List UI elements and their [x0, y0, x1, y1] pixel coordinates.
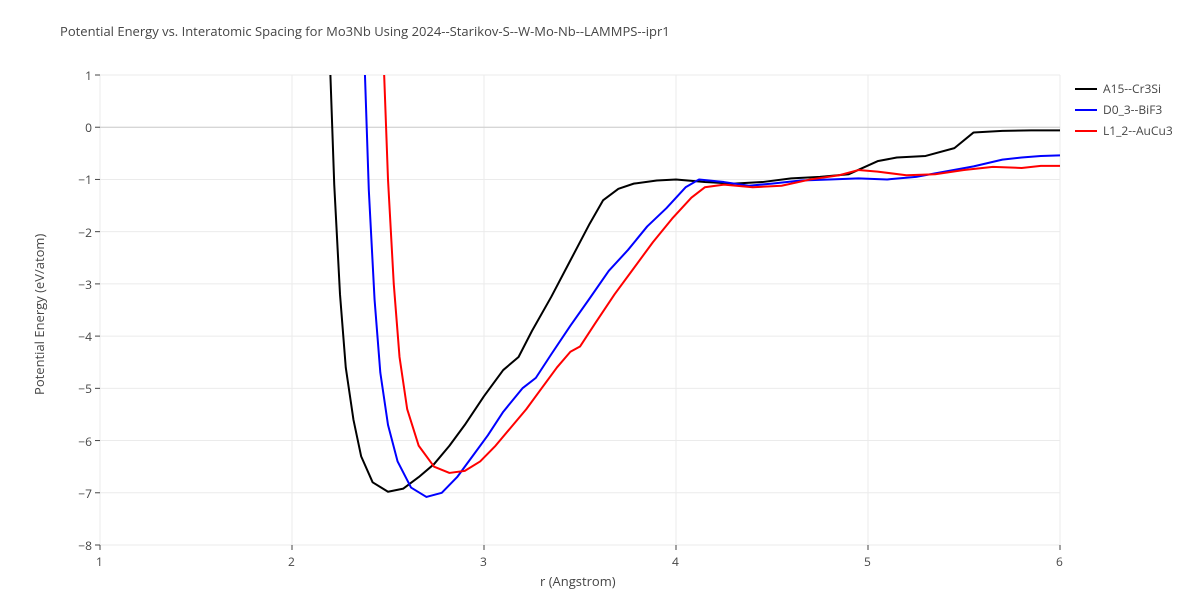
legend: A15--Cr3Si D0_3--BiF3 L1_2--AuCu3 [1075, 80, 1173, 143]
legend-swatch [1075, 130, 1097, 132]
series-D0_3--BiF3 [365, 75, 1060, 497]
legend-label: L1_2--AuCu3 [1103, 122, 1173, 139]
series [330, 75, 1060, 497]
y-tick: −4 [62, 328, 92, 345]
legend-item[interactable]: L1_2--AuCu3 [1075, 122, 1173, 139]
y-tick: −6 [62, 433, 92, 450]
legend-swatch [1075, 88, 1097, 90]
x-tick: 4 [672, 553, 679, 570]
x-tick: 5 [864, 553, 871, 570]
legend-item[interactable]: D0_3--BiF3 [1075, 101, 1173, 118]
legend-swatch [1075, 109, 1097, 111]
x-tick: 3 [480, 553, 487, 570]
y-tick: −7 [62, 485, 92, 502]
series-A15--Cr3Si [330, 75, 1060, 492]
y-tick: −5 [62, 380, 92, 397]
axes [95, 75, 1060, 550]
gridlines [100, 75, 1060, 545]
x-tick: 6 [1056, 553, 1063, 570]
chart-svg [0, 0, 1200, 600]
x-tick: 1 [96, 553, 103, 570]
x-axis-label: r (Angstrom) [540, 572, 616, 590]
x-tick: 2 [288, 553, 295, 570]
legend-label: D0_3--BiF3 [1103, 101, 1162, 118]
legend-item[interactable]: A15--Cr3Si [1075, 80, 1173, 97]
y-tick: −2 [62, 224, 92, 241]
y-tick: −8 [62, 537, 92, 554]
legend-label: A15--Cr3Si [1103, 80, 1161, 97]
series-L1_2--AuCu3 [384, 75, 1060, 473]
y-tick: 1 [62, 67, 92, 84]
y-tick: −1 [62, 171, 92, 188]
y-axis-label: Potential Energy (eV/atom) [30, 234, 48, 395]
y-tick: −3 [62, 276, 92, 293]
y-tick: 0 [62, 119, 92, 136]
